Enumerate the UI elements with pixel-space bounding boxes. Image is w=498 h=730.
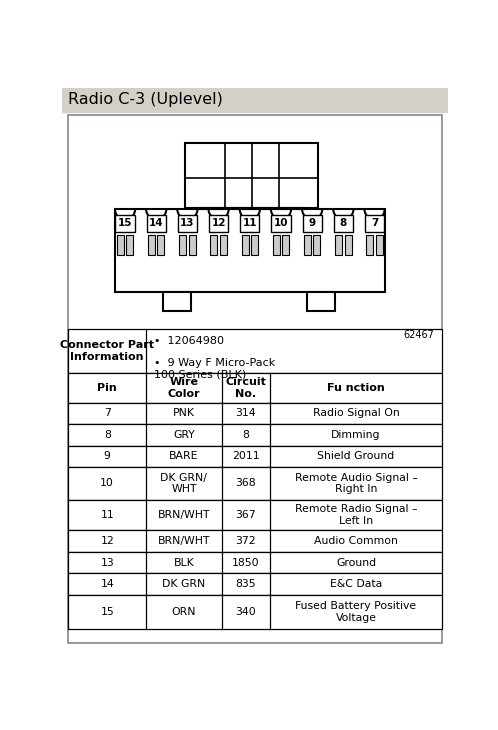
Bar xyxy=(68,574,442,595)
Text: GRY: GRY xyxy=(173,430,195,440)
Text: 15: 15 xyxy=(100,607,114,617)
Bar xyxy=(68,424,442,445)
Bar xyxy=(68,373,442,402)
Bar xyxy=(157,236,164,256)
Bar xyxy=(313,236,320,256)
Text: Radio C-3 (Uplevel): Radio C-3 (Uplevel) xyxy=(68,93,223,107)
Text: BARE: BARE xyxy=(169,451,199,461)
Text: Dimming: Dimming xyxy=(331,430,381,440)
Text: 14: 14 xyxy=(149,218,163,228)
Text: 367: 367 xyxy=(236,510,256,520)
Bar xyxy=(68,402,442,424)
Bar xyxy=(189,236,196,256)
Bar xyxy=(115,210,384,293)
Bar xyxy=(68,595,442,629)
Bar xyxy=(273,236,280,256)
Text: 8: 8 xyxy=(340,218,347,228)
Text: 13: 13 xyxy=(180,218,195,228)
Text: BLK: BLK xyxy=(173,558,194,568)
Text: Radio Signal On: Radio Signal On xyxy=(313,408,399,418)
Text: 13: 13 xyxy=(100,558,114,568)
Text: Fused Battery Positive
Voltage: Fused Battery Positive Voltage xyxy=(295,602,416,623)
Text: 368: 368 xyxy=(236,478,256,488)
Text: 8: 8 xyxy=(104,430,111,440)
Text: 372: 372 xyxy=(236,536,256,546)
Bar xyxy=(179,236,186,256)
Text: 62467: 62467 xyxy=(403,330,434,339)
Bar xyxy=(345,236,352,256)
Bar xyxy=(68,445,442,467)
Bar xyxy=(242,236,249,256)
Bar xyxy=(304,236,311,256)
Text: 1850: 1850 xyxy=(232,558,260,568)
Text: Audio Common: Audio Common xyxy=(314,536,398,546)
Bar xyxy=(365,215,384,231)
Text: 7: 7 xyxy=(104,408,111,418)
Bar xyxy=(211,236,218,256)
Text: 10: 10 xyxy=(100,478,114,488)
Bar xyxy=(375,236,382,256)
Text: PNK: PNK xyxy=(173,408,195,418)
Bar xyxy=(185,143,318,209)
Text: 835: 835 xyxy=(236,579,256,589)
Bar xyxy=(146,215,166,231)
Bar xyxy=(282,236,289,256)
Text: Remote Audio Signal –
Right In: Remote Audio Signal – Right In xyxy=(294,472,417,494)
Bar xyxy=(271,215,291,231)
Bar xyxy=(68,552,442,574)
Bar xyxy=(307,293,335,311)
Bar xyxy=(62,88,448,112)
Bar xyxy=(220,236,227,256)
Bar xyxy=(178,215,197,231)
Text: •  12064980: • 12064980 xyxy=(154,336,224,346)
Text: 11: 11 xyxy=(100,510,114,520)
Bar xyxy=(199,209,304,210)
Text: 10: 10 xyxy=(274,218,288,228)
Text: BRN/WHT: BRN/WHT xyxy=(158,510,210,520)
Text: Shield Ground: Shield Ground xyxy=(317,451,394,461)
Text: 11: 11 xyxy=(243,218,257,228)
Text: 8: 8 xyxy=(243,430,249,440)
Text: Ground: Ground xyxy=(336,558,376,568)
Text: BRN/WHT: BRN/WHT xyxy=(158,536,210,546)
Text: 340: 340 xyxy=(236,607,256,617)
Bar xyxy=(251,236,258,256)
Bar xyxy=(209,215,228,231)
Text: ORN: ORN xyxy=(172,607,196,617)
Text: 14: 14 xyxy=(100,579,114,589)
Text: Pin: Pin xyxy=(97,383,117,393)
Text: DK GRN: DK GRN xyxy=(162,579,206,589)
Text: 12: 12 xyxy=(211,218,226,228)
Text: 7: 7 xyxy=(371,218,378,228)
Bar xyxy=(68,499,442,531)
Bar xyxy=(116,215,135,231)
Text: 2011: 2011 xyxy=(232,451,260,461)
Text: •  9 Way F Micro-Pack
100 Series (BLK): • 9 Way F Micro-Pack 100 Series (BLK) xyxy=(154,358,275,380)
Text: DK GRN/
WHT: DK GRN/ WHT xyxy=(160,472,207,494)
Bar xyxy=(126,236,133,256)
Text: 9: 9 xyxy=(309,218,316,228)
Bar xyxy=(68,531,442,552)
Text: 12: 12 xyxy=(100,536,114,546)
Text: 314: 314 xyxy=(236,408,256,418)
Text: 9: 9 xyxy=(104,451,111,461)
Bar xyxy=(334,215,353,231)
Text: 15: 15 xyxy=(118,218,132,228)
Bar xyxy=(302,215,322,231)
Text: Remote Radio Signal –
Left In: Remote Radio Signal – Left In xyxy=(295,504,417,526)
Bar xyxy=(117,236,124,256)
Bar xyxy=(68,467,442,499)
Bar xyxy=(240,215,259,231)
Bar xyxy=(163,293,191,311)
Bar xyxy=(335,236,342,256)
Text: E&C Data: E&C Data xyxy=(330,579,382,589)
Bar xyxy=(68,328,442,373)
Text: Fu nction: Fu nction xyxy=(327,383,385,393)
Bar xyxy=(367,236,374,256)
Bar xyxy=(148,236,155,256)
Text: Connector Part
Information: Connector Part Information xyxy=(60,340,154,362)
Text: Circuit
No.: Circuit No. xyxy=(226,377,266,399)
Text: Wire
Color: Wire Color xyxy=(168,377,200,399)
